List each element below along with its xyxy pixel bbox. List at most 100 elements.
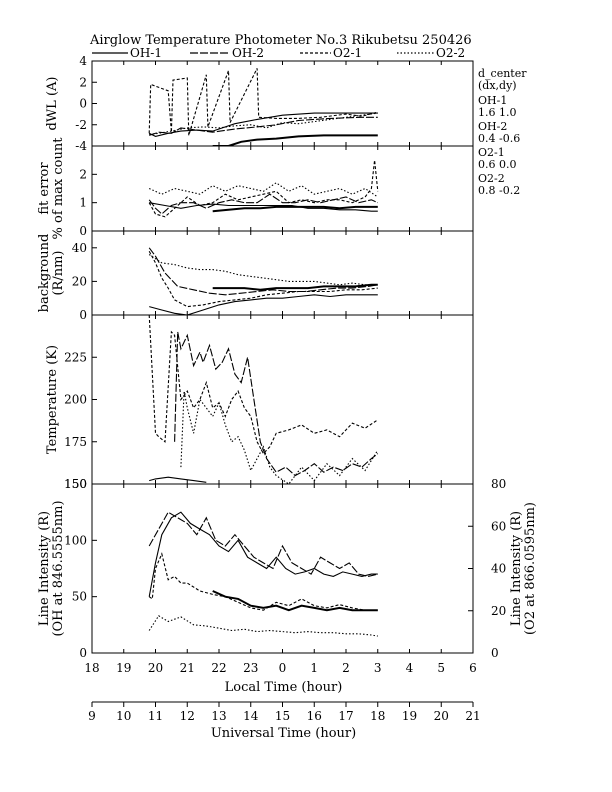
ut-tick-label: 14 <box>243 709 259 723</box>
legend-item-o2-2: O2-2 <box>397 46 465 60</box>
x-tick-label: 18 <box>84 661 99 675</box>
legend-item-o2-1: O2-1 <box>300 46 362 60</box>
y-tick-label: 0 <box>79 224 87 238</box>
series-o2-2-line <box>148 254 378 286</box>
x-tick-label: 20 <box>148 661 163 675</box>
side-note-name: OH-2 <box>478 120 507 133</box>
ut-axis-label: Universal Time (hour) <box>211 726 356 741</box>
series-o2-2-line <box>148 182 379 198</box>
y-tick-label: 2 <box>79 75 87 89</box>
side-note-name: O2-2 <box>478 172 505 185</box>
y-tick-label: 50 <box>72 590 87 604</box>
universal-time-axis: 9 10 11 12 13 14 15 16 17 18 19 20 21 Universal Time … <box>88 701 481 741</box>
y-right-axis-label: Line Intensity (R) <box>509 511 524 626</box>
series-oh-1-line <box>212 283 378 291</box>
y-tick-label: 175 <box>64 435 87 449</box>
x-tick-label: 1 <box>310 661 318 675</box>
series-o2-1-line <box>148 68 378 136</box>
y-axis-label: Temperature (K) <box>45 345 60 454</box>
legend-item-oh-1: OH-1 <box>92 46 162 60</box>
y-tick-label: 225 <box>64 350 87 364</box>
ut-tick-label: 18 <box>370 709 385 723</box>
x-tick-label: 4 <box>406 661 414 675</box>
series-oh-1-line <box>212 590 378 612</box>
legend-item-oh-2: OH-2 <box>190 46 264 60</box>
y-tick-label: -4 <box>75 139 87 153</box>
series-oh-2-line <box>149 116 378 136</box>
side-note-name: O2-1 <box>478 146 505 159</box>
side-note-name: OH-1 <box>478 94 507 107</box>
ut-tick-label: 12 <box>180 709 195 723</box>
y-axis-label: % of max count <box>51 137 66 240</box>
legend: OH-1 OH-2 O2-1 O2-2 <box>92 46 465 60</box>
series-o2-1-line <box>148 315 379 455</box>
side-note-value: 0.4 -0.6 <box>478 132 520 145</box>
y-tick-label: 1 <box>79 196 87 210</box>
legend-label: OH-2 <box>232 46 264 60</box>
ut-tick-label: 16 <box>307 709 322 723</box>
x-tick-label: 23 <box>243 661 258 675</box>
x-tick-label: 21 <box>180 661 195 675</box>
y-right-tick-label: 40 <box>491 562 506 576</box>
y-tick-label: 0 <box>79 97 87 111</box>
ut-tick-label: 20 <box>434 709 449 723</box>
panel-dwl: -4 -2 0 2 4 dWL (A) <box>45 54 474 153</box>
panel-background: 0 20 40 background (R/nm) <box>37 230 474 322</box>
y-axis-label: background <box>37 234 52 313</box>
x-axis-label: Local Time (hour) <box>225 680 343 695</box>
y-tick-label: 2 <box>79 167 87 181</box>
y-axis-label: Line Intensity (R) <box>37 511 52 626</box>
series-oh-1-line <box>149 202 378 212</box>
series-oh-1-line <box>148 112 378 137</box>
y-tick-label: 4 <box>79 54 87 68</box>
series-oh-2-line <box>148 247 378 296</box>
series-oh-2-line <box>148 193 379 215</box>
panel-frame <box>91 145 474 232</box>
ut-tick-label: 21 <box>465 709 480 723</box>
side-note: d_center(dx,dy)OH-11.6 1.0OH-20.4 -0.6O2… <box>478 67 527 197</box>
panel-frame <box>91 230 474 316</box>
x-tick-label: 3 <box>374 661 382 675</box>
y-tick-label: 150 <box>64 477 87 491</box>
y-right-axis-label: (O2 at 866.0595nm) <box>523 502 538 635</box>
side-note-subheading: (dx,dy) <box>478 79 517 92</box>
chart-title: Airglow Temperature Photometer No.3 Riku… <box>89 33 472 48</box>
y-tick-label: 200 <box>64 393 87 407</box>
y-axis-label: (OH at 846.5555nm) <box>51 500 66 636</box>
series-oh-2-line <box>148 511 378 577</box>
series-oh-1-line <box>148 511 378 597</box>
ut-tick-label: 13 <box>211 709 226 723</box>
ut-tick-label: 19 <box>402 709 417 723</box>
y-axis-label: (R/nm) <box>51 250 66 295</box>
legend-label: O2-1 <box>333 46 362 60</box>
ut-tick-label: 11 <box>148 709 163 723</box>
x-tick-label: 0 <box>279 661 287 675</box>
side-note-heading: d_center <box>478 67 527 80</box>
x-tick-label: 19 <box>116 661 131 675</box>
panel-fit_error: 0 1 2 fit error% of max count <box>37 137 474 240</box>
y-tick-label: 20 <box>72 274 87 288</box>
y-tick-label: 40 <box>72 241 87 255</box>
series-o2-1-line <box>148 160 379 218</box>
plot-panels: -4 -2 0 2 4 dWL (A) 0 1 2 fit error% of max count… <box>37 54 538 660</box>
x-tick-label: 22 <box>211 661 226 675</box>
side-note-value: 0.6 0.0 <box>478 158 516 171</box>
series-o2-2-line <box>180 390 379 484</box>
y-right-tick-label: 20 <box>491 604 506 618</box>
y-right-tick-label: 60 <box>491 519 506 533</box>
ut-tick-label: 9 <box>88 709 96 723</box>
legend-label: OH-1 <box>130 46 162 60</box>
y-axis-label: fit error <box>37 162 52 215</box>
series-oh-1-line <box>149 294 378 315</box>
side-note-value: 0.8 -0.2 <box>478 184 520 197</box>
y-axis-label: dWL (A) <box>45 77 60 131</box>
y-tick-label: 0 <box>79 646 87 660</box>
series-oh-1-line <box>212 205 378 213</box>
ut-tick-label: 15 <box>275 709 290 723</box>
series-o2-1-line <box>148 250 378 308</box>
legend-label: O2-2 <box>436 46 465 60</box>
x-tick-label: 5 <box>437 661 445 675</box>
panel-frame <box>91 483 474 654</box>
